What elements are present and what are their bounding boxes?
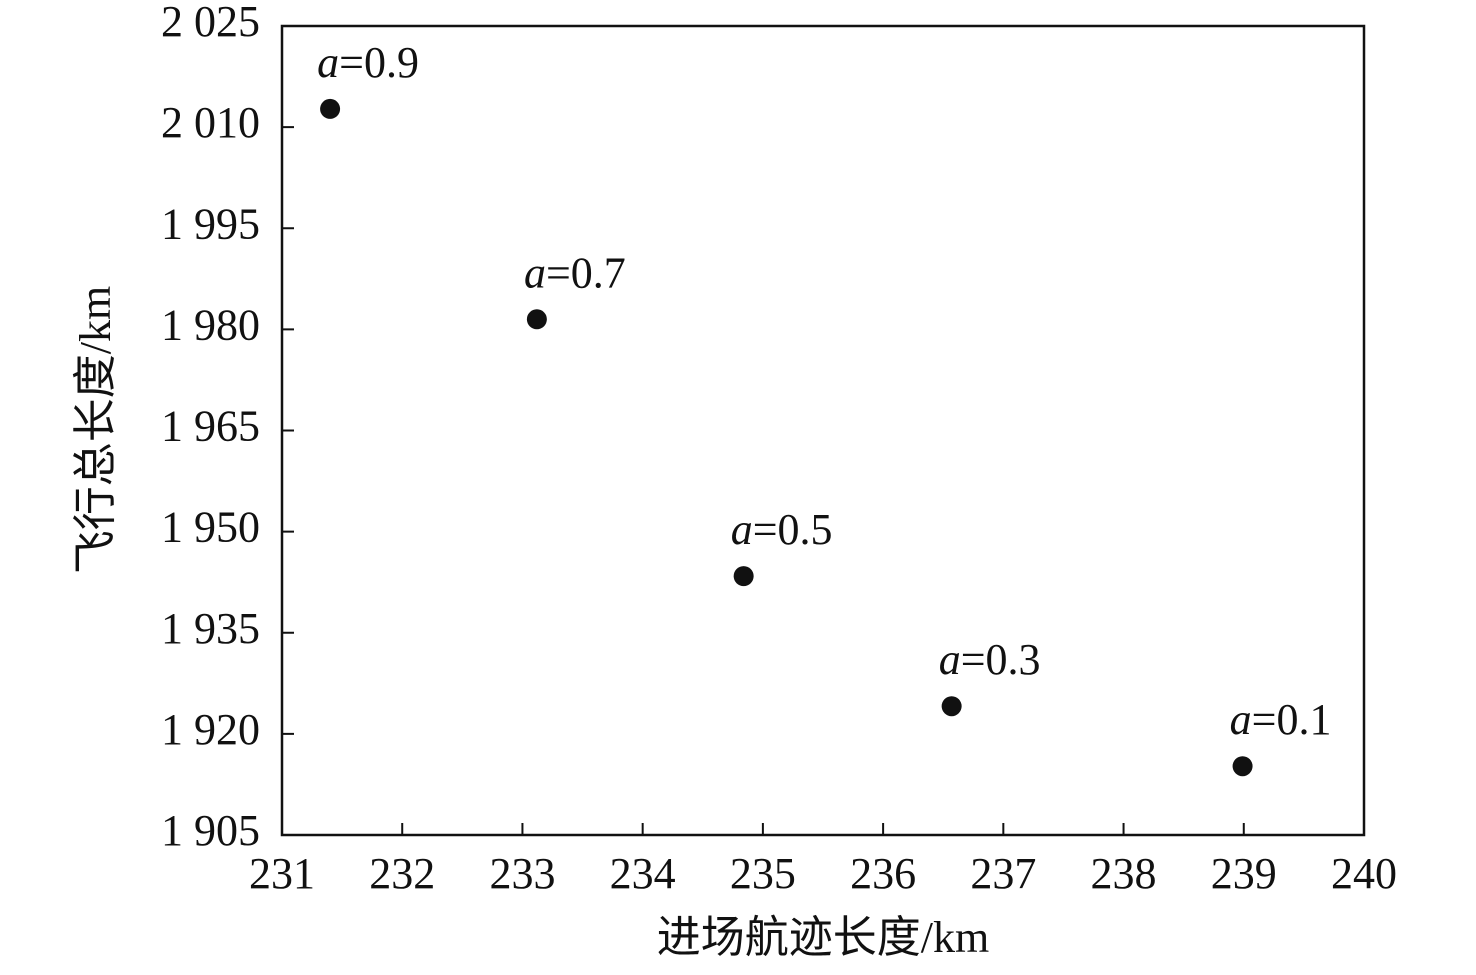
- y-tick-label: 1 935: [161, 604, 260, 653]
- y-tick-label: 1 905: [161, 806, 260, 855]
- y-tick-label: 1 950: [161, 503, 260, 552]
- point-label: a=0.1: [1230, 695, 1332, 744]
- point-label: a=0.9: [317, 38, 419, 87]
- x-tick-label: 234: [610, 849, 676, 898]
- x-tick-label: 233: [489, 849, 555, 898]
- x-tick-label: 236: [850, 849, 916, 898]
- x-tick-label: 231: [249, 849, 315, 898]
- x-tick-label: 232: [369, 849, 435, 898]
- point: [320, 98, 341, 119]
- y-tick-label: 1 995: [161, 199, 260, 248]
- y-axis-title: 飞行总长度/km: [71, 286, 120, 574]
- point-label: a=0.3: [939, 635, 1041, 684]
- x-tick-label: 240: [1331, 849, 1397, 898]
- point: [941, 696, 962, 717]
- y-tick-label: 2 010: [161, 98, 260, 147]
- x-tick-label: 238: [1091, 849, 1157, 898]
- point: [526, 309, 547, 330]
- y-tick-label: 1 980: [161, 300, 260, 349]
- point-label: a=0.5: [731, 505, 833, 554]
- y-tick-label: 2 025: [161, 0, 260, 46]
- x-axis-title: 进场航迹长度/km: [657, 913, 989, 962]
- point: [1232, 756, 1253, 777]
- y-tick-label: 1 965: [161, 402, 260, 451]
- plot-frame: [280, 24, 1366, 837]
- point: [733, 566, 754, 587]
- x-tick-label: 235: [730, 849, 796, 898]
- x-tick-label: 239: [1211, 849, 1277, 898]
- x-tick-label: 237: [970, 849, 1036, 898]
- point-label: a=0.7: [524, 248, 626, 297]
- y-tick-label: 1 920: [161, 705, 260, 754]
